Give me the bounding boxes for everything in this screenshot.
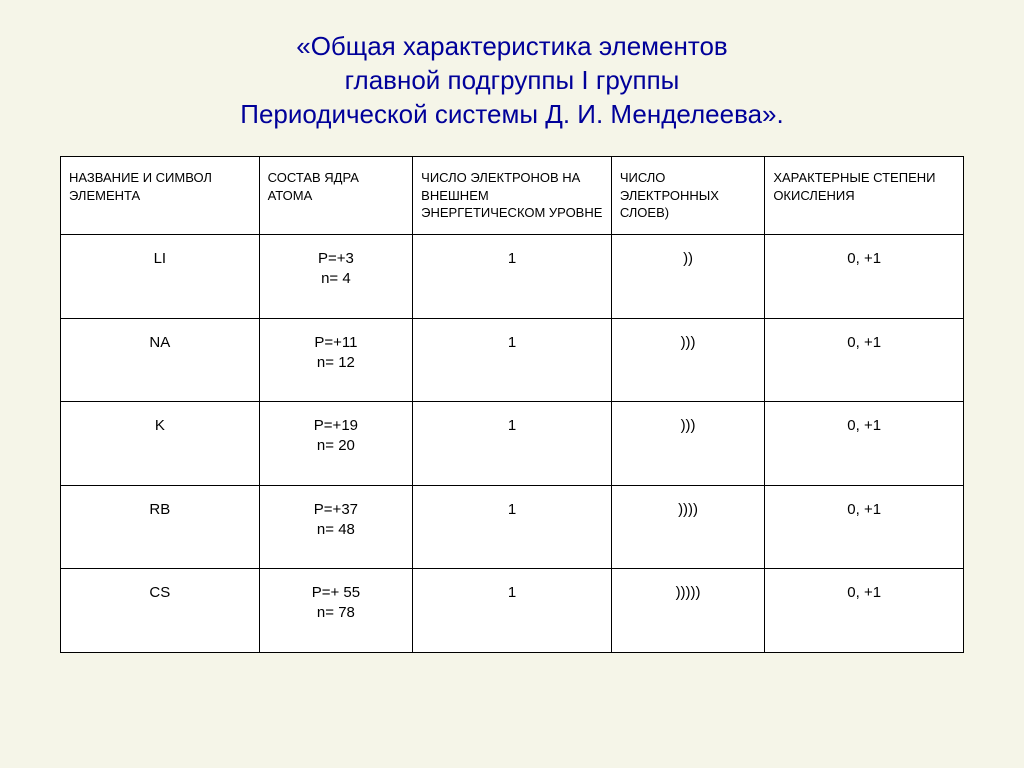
title-line-1: «Общая характеристика элементов (60, 30, 964, 64)
table-row: NA P=+11 n= 12 1 ))) 0, +1 (61, 318, 964, 402)
table-row: CS P=+ 55 n= 78 1 ))))) 0, +1 (61, 569, 964, 653)
cell-element: RB (61, 485, 260, 569)
col-header-nucleus: СОСТАВ ЯДРА АТОМА (259, 157, 413, 235)
cell-nucleus: P=+3 n= 4 (259, 235, 413, 319)
title-block: «Общая характеристика элементов главной … (60, 30, 964, 131)
cell-nucleus: P=+ 55 n= 78 (259, 569, 413, 653)
cell-outer: 1 (413, 318, 612, 402)
cell-layers: ))) (611, 318, 765, 402)
cell-nucleus: P=+19 n= 20 (259, 402, 413, 486)
title-line-2: главной подгруппы I группы (60, 64, 964, 98)
cell-ox: 0, +1 (765, 569, 964, 653)
cell-nucleus: P=+11 n= 12 (259, 318, 413, 402)
cell-outer: 1 (413, 569, 612, 653)
cell-ox: 0, +1 (765, 485, 964, 569)
slide: «Общая характеристика элементов главной … (0, 0, 1024, 768)
cell-nucleus: P=+37 n= 48 (259, 485, 413, 569)
cell-element: CS (61, 569, 260, 653)
col-header-outer: ЧИСЛО ЭЛЕКТРОНОВ НА ВНЕШНЕМ ЭНЕРГЕТИЧЕСК… (413, 157, 612, 235)
col-header-element: НАЗВАНИЕ И СИМВОЛ ЭЛЕМЕНТА (61, 157, 260, 235)
table-row: RB P=+37 n= 48 1 )))) 0, +1 (61, 485, 964, 569)
cell-layers: )) (611, 235, 765, 319)
cell-layers: ))))) (611, 569, 765, 653)
cell-layers: )))) (611, 485, 765, 569)
cell-outer: 1 (413, 485, 612, 569)
elements-table: НАЗВАНИЕ И СИМВОЛ ЭЛЕМЕНТА СОСТАВ ЯДРА А… (60, 156, 964, 652)
title-line-3: Периодической системы Д. И. Менделеева». (60, 98, 964, 132)
cell-layers: ))) (611, 402, 765, 486)
cell-outer: 1 (413, 402, 612, 486)
table-row: LI P=+3 n= 4 1 )) 0, +1 (61, 235, 964, 319)
cell-ox: 0, +1 (765, 402, 964, 486)
cell-element: NA (61, 318, 260, 402)
col-header-layers: ЧИСЛО ЭЛЕКТРОННЫХ СЛОЕВ) (611, 157, 765, 235)
table-row: K P=+19 n= 20 1 ))) 0, +1 (61, 402, 964, 486)
cell-ox: 0, +1 (765, 235, 964, 319)
cell-ox: 0, +1 (765, 318, 964, 402)
cell-element: K (61, 402, 260, 486)
cell-outer: 1 (413, 235, 612, 319)
col-header-ox: ХАРАКТЕРНЫЕ СТЕПЕНИ ОКИСЛЕНИЯ (765, 157, 964, 235)
cell-element: LI (61, 235, 260, 319)
table-header-row: НАЗВАНИЕ И СИМВОЛ ЭЛЕМЕНТА СОСТАВ ЯДРА А… (61, 157, 964, 235)
